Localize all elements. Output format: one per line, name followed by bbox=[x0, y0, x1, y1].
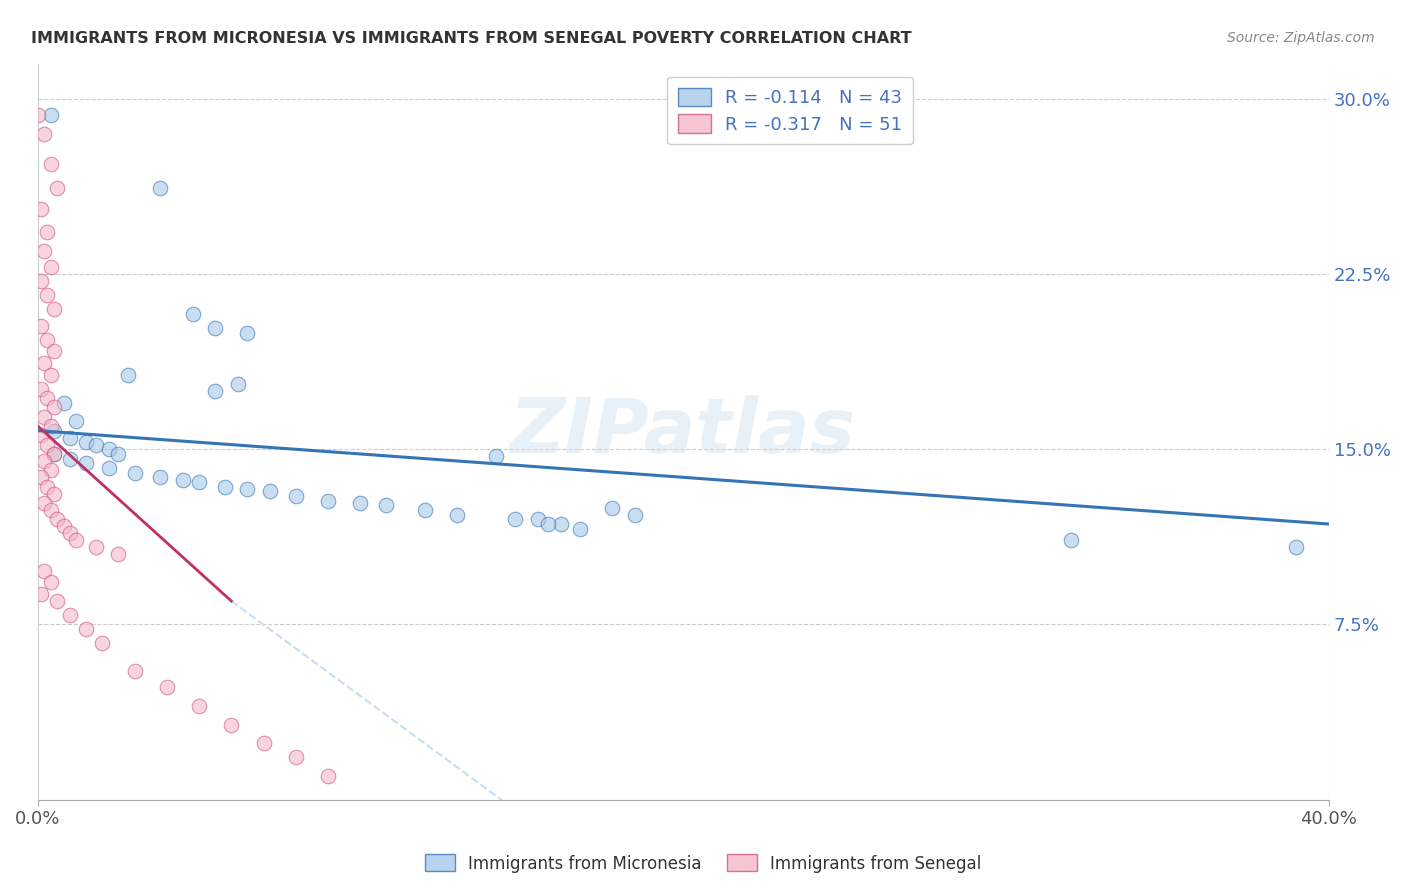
Point bbox=[30, 428, 52, 442]
Point bbox=[75, 456, 97, 470]
Point bbox=[149, 470, 172, 484]
Point bbox=[485, 450, 508, 464]
Point bbox=[30, 382, 52, 396]
Point bbox=[181, 307, 204, 321]
Point bbox=[46, 512, 69, 526]
Point bbox=[42, 447, 65, 461]
Point bbox=[37, 480, 59, 494]
Point bbox=[39, 419, 62, 434]
Point bbox=[46, 181, 69, 195]
Point bbox=[316, 493, 339, 508]
Point bbox=[59, 608, 82, 623]
Point bbox=[39, 157, 62, 171]
Point bbox=[107, 547, 129, 561]
Point bbox=[624, 508, 647, 522]
Legend: Immigrants from Micronesia, Immigrants from Senegal: Immigrants from Micronesia, Immigrants f… bbox=[418, 847, 988, 880]
Point bbox=[32, 564, 55, 578]
Point bbox=[75, 435, 97, 450]
Point bbox=[284, 750, 307, 764]
Point bbox=[253, 737, 276, 751]
Point bbox=[59, 526, 82, 541]
Point bbox=[527, 512, 550, 526]
Point bbox=[316, 769, 339, 783]
Point bbox=[188, 699, 211, 714]
Point bbox=[156, 681, 179, 695]
Point bbox=[236, 482, 259, 496]
Point bbox=[39, 260, 62, 275]
Text: ZIPatlas: ZIPatlas bbox=[510, 395, 856, 469]
Point bbox=[84, 541, 107, 555]
Point bbox=[97, 461, 120, 475]
Point bbox=[32, 454, 55, 468]
Point bbox=[42, 424, 65, 438]
Point bbox=[32, 409, 55, 424]
Point bbox=[39, 463, 62, 477]
Point bbox=[413, 503, 436, 517]
Point bbox=[42, 401, 65, 415]
Point bbox=[30, 318, 52, 333]
Text: Source: ZipAtlas.com: Source: ZipAtlas.com bbox=[1227, 31, 1375, 45]
Point bbox=[204, 384, 226, 398]
Point bbox=[172, 473, 194, 487]
Point bbox=[188, 475, 211, 489]
Point bbox=[600, 500, 623, 515]
Point bbox=[39, 575, 62, 590]
Point bbox=[42, 302, 65, 317]
Point bbox=[349, 496, 371, 510]
Point bbox=[284, 489, 307, 503]
Point bbox=[32, 356, 55, 370]
Point bbox=[1285, 541, 1308, 555]
Point bbox=[37, 391, 59, 405]
Point bbox=[124, 664, 146, 678]
Point bbox=[91, 636, 114, 650]
Point bbox=[221, 718, 243, 732]
Point bbox=[39, 503, 62, 517]
Point bbox=[124, 466, 146, 480]
Point bbox=[32, 244, 55, 258]
Point bbox=[30, 202, 52, 216]
Point bbox=[39, 108, 62, 122]
Point bbox=[37, 225, 59, 239]
Point bbox=[32, 127, 55, 141]
Point bbox=[75, 622, 97, 636]
Point bbox=[37, 437, 59, 451]
Point bbox=[30, 587, 52, 601]
Point bbox=[37, 288, 59, 302]
Point bbox=[27, 108, 49, 122]
Point bbox=[65, 414, 87, 428]
Point bbox=[204, 321, 226, 335]
Point bbox=[42, 344, 65, 359]
Point bbox=[52, 519, 75, 533]
Point bbox=[1059, 533, 1081, 548]
Point bbox=[537, 516, 560, 531]
Point bbox=[446, 508, 468, 522]
Point bbox=[59, 451, 82, 466]
Point bbox=[59, 431, 82, 445]
Point bbox=[97, 442, 120, 457]
Point bbox=[550, 516, 572, 531]
Point bbox=[84, 437, 107, 451]
Point bbox=[149, 181, 172, 195]
Point bbox=[117, 368, 139, 382]
Point bbox=[37, 333, 59, 347]
Point bbox=[30, 470, 52, 484]
Text: IMMIGRANTS FROM MICRONESIA VS IMMIGRANTS FROM SENEGAL POVERTY CORRELATION CHART: IMMIGRANTS FROM MICRONESIA VS IMMIGRANTS… bbox=[31, 31, 911, 46]
Point bbox=[30, 274, 52, 288]
Point bbox=[259, 484, 281, 499]
Point bbox=[107, 447, 129, 461]
Point bbox=[226, 376, 249, 391]
Point bbox=[65, 533, 87, 548]
Point bbox=[42, 486, 65, 500]
Legend: R = -0.114   N = 43, R = -0.317   N = 51: R = -0.114 N = 43, R = -0.317 N = 51 bbox=[668, 77, 912, 145]
Point bbox=[46, 594, 69, 608]
Point bbox=[42, 447, 65, 461]
Point bbox=[375, 499, 398, 513]
Point bbox=[568, 522, 591, 536]
Point bbox=[32, 496, 55, 510]
Point bbox=[52, 395, 75, 409]
Point bbox=[214, 480, 236, 494]
Point bbox=[39, 368, 62, 382]
Point bbox=[505, 512, 527, 526]
Point bbox=[236, 326, 259, 340]
